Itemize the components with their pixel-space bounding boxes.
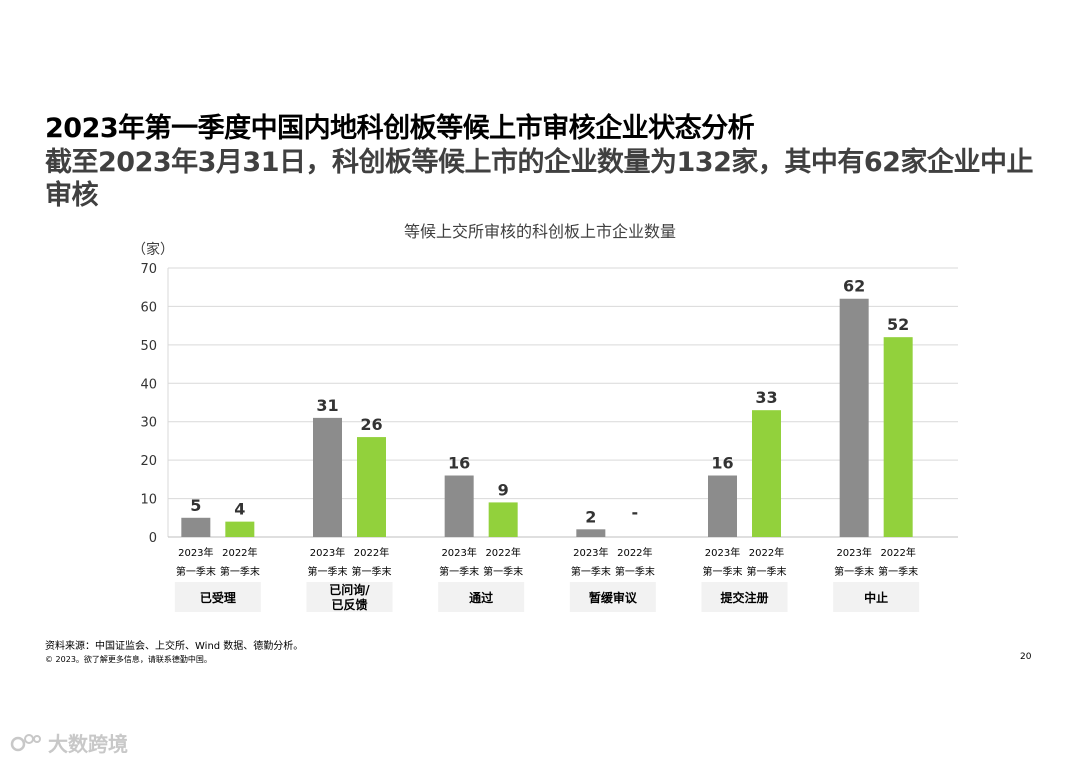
x-series-year-label: 2023年 bbox=[836, 546, 871, 559]
x-series-year-label: 2023年 bbox=[573, 546, 608, 559]
x-series-quarter-label: 第一季末 bbox=[308, 565, 348, 578]
y-tick-label: 10 bbox=[140, 493, 157, 508]
bar bbox=[313, 417, 342, 537]
category-label: 中止 bbox=[864, 590, 888, 605]
bar bbox=[576, 529, 606, 537]
x-series-year-label: 2022年 bbox=[222, 546, 257, 559]
x-series-year-label: 2022年 bbox=[880, 546, 915, 559]
x-series-quarter-label: 第一季末 bbox=[747, 565, 787, 578]
x-series-quarter-label: 第一季末 bbox=[703, 565, 743, 578]
y-axis-label: （家） bbox=[132, 241, 174, 258]
category-label: 通过 bbox=[469, 590, 493, 605]
x-series-year-label: 2023年 bbox=[178, 546, 213, 559]
data-label: 16 bbox=[448, 454, 470, 473]
data-label: 4 bbox=[234, 500, 245, 519]
data-label: 31 bbox=[316, 396, 338, 415]
watermark-text: 大数跨境 bbox=[48, 732, 128, 756]
bar-chart: （家）01020304050607052023年第一季末42022年第一季末已受… bbox=[132, 241, 958, 612]
x-series-quarter-label: 第一季末 bbox=[571, 565, 611, 578]
watermark: 大数跨境 bbox=[10, 728, 128, 757]
x-series-quarter-label: 第一季末 bbox=[352, 565, 392, 578]
x-series-year-label: 2022年 bbox=[749, 546, 784, 559]
x-series-year-label: 2022年 bbox=[354, 546, 389, 559]
bar bbox=[444, 475, 474, 537]
x-series-quarter-label: 第一季末 bbox=[220, 565, 260, 578]
category-label: 已反馈 bbox=[331, 597, 367, 612]
bar bbox=[225, 521, 255, 537]
page-subtitle: 截至2023年3月31日，科创板等候上市的企业数量为132家，其中有62家企业中… bbox=[45, 147, 1033, 211]
data-label: - bbox=[632, 503, 639, 522]
bar bbox=[357, 437, 386, 537]
category-box bbox=[174, 582, 261, 612]
bar bbox=[883, 337, 913, 537]
y-tick-label: 50 bbox=[140, 339, 157, 354]
x-series-quarter-label: 第一季末 bbox=[878, 565, 918, 578]
category-box bbox=[438, 582, 525, 612]
x-series-quarter-label: 第一季末 bbox=[483, 565, 523, 578]
bar bbox=[708, 475, 737, 537]
x-series-quarter-label: 第一季末 bbox=[439, 565, 479, 578]
x-series-year-label: 2023年 bbox=[705, 546, 740, 559]
data-label: 52 bbox=[887, 315, 909, 334]
watermark-logo-icon bbox=[10, 733, 41, 751]
data-label: 62 bbox=[843, 277, 865, 296]
data-label: 9 bbox=[498, 480, 509, 499]
category-label: 暂缓审议 bbox=[589, 590, 638, 605]
category-label: 提交注册 bbox=[720, 590, 768, 605]
bar bbox=[181, 517, 211, 537]
x-series-year-label: 2023年 bbox=[441, 546, 476, 559]
x-series-quarter-label: 第一季末 bbox=[834, 565, 874, 578]
page-title: 2023年第一季度中国内地科创板等候上市审核企业状态分析 bbox=[45, 113, 755, 144]
category-box bbox=[306, 582, 393, 612]
category-label: 已受理 bbox=[200, 590, 236, 605]
category-box bbox=[569, 582, 656, 612]
bar bbox=[752, 410, 781, 537]
y-tick-label: 0 bbox=[149, 531, 157, 546]
x-series-quarter-label: 第一季末 bbox=[615, 565, 655, 578]
y-tick-label: 20 bbox=[140, 454, 157, 469]
data-label: 5 bbox=[190, 496, 201, 515]
y-tick-label: 60 bbox=[140, 300, 157, 315]
y-tick-label: 70 bbox=[140, 262, 157, 277]
data-label: 2 bbox=[585, 507, 596, 526]
copyright-note: © 2023。欲了解更多信息，请联系德勤中国。 bbox=[45, 655, 212, 664]
x-series-year-label: 2022年 bbox=[617, 546, 652, 559]
x-series-quarter-label: 第一季末 bbox=[176, 565, 216, 578]
y-tick-label: 40 bbox=[140, 377, 157, 392]
source-note: 资料来源：中国证监会、上交所、Wind 数据、德勤分析。 bbox=[45, 641, 304, 652]
y-tick-label: 30 bbox=[140, 416, 157, 431]
category-box bbox=[833, 582, 920, 612]
x-series-year-label: 2023年 bbox=[310, 546, 345, 559]
category-box bbox=[701, 582, 788, 612]
x-series-year-label: 2022年 bbox=[485, 546, 520, 559]
data-label: 26 bbox=[360, 415, 382, 434]
page-number: 20 bbox=[1020, 652, 1032, 662]
bar bbox=[839, 298, 869, 537]
category-label: 已问询/ bbox=[329, 582, 370, 597]
data-label: 33 bbox=[755, 388, 777, 407]
bar bbox=[488, 502, 518, 537]
chart-title: 等候上交所审核的科创板上市企业数量 bbox=[403, 222, 676, 241]
data-label: 16 bbox=[711, 454, 733, 473]
